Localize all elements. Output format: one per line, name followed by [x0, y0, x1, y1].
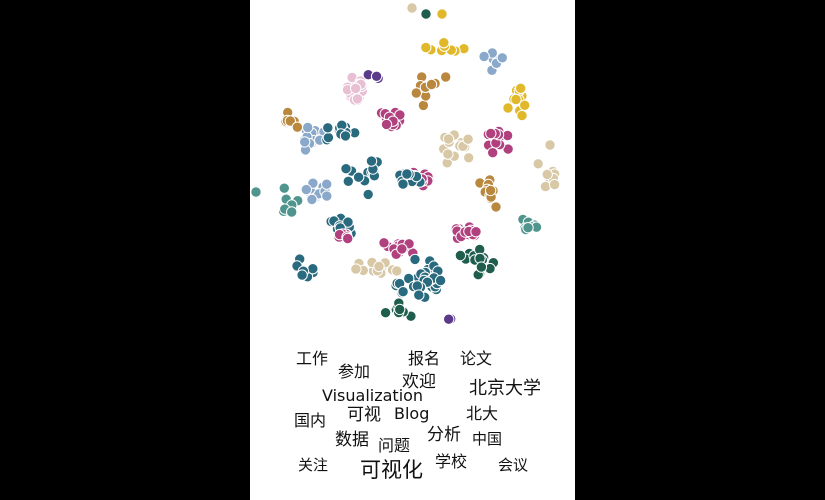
- scatter-point: [502, 102, 514, 114]
- word-baoming: 报名: [408, 349, 441, 368]
- scatter-point: [440, 71, 452, 83]
- scatter-point: [397, 286, 409, 298]
- word-wenti: 问题: [378, 436, 411, 455]
- scatter-point: [420, 8, 432, 20]
- scatter-point: [340, 163, 352, 175]
- scatter-point: [490, 201, 502, 213]
- scatter-point: [532, 158, 544, 170]
- word-xuexiao: 学校: [435, 452, 468, 471]
- scatter-point: [409, 253, 421, 266]
- word-huiyi: 会议: [498, 456, 529, 474]
- scatter-point: [306, 193, 318, 206]
- scatter-point: [378, 237, 390, 249]
- scatter-point: [391, 265, 403, 277]
- scatter-point: [394, 303, 406, 316]
- scatter-point: [516, 109, 528, 122]
- scatter-point: [396, 243, 408, 255]
- scatter-point: [510, 93, 522, 106]
- word-lunwen: 论文: [460, 349, 493, 368]
- word-guanzhu: 关注: [298, 456, 329, 474]
- scatter-point: [410, 87, 423, 99]
- scatter-point: [436, 8, 448, 20]
- visualization-panel: 工作 参加 报名 论文 欢迎 Visualization 北京大学 国内 可视 …: [250, 0, 575, 500]
- scatter-point: [300, 183, 312, 196]
- word-cloud: 工作 参加 报名 论文 欢迎 Visualization 北京大学 国内 可视 …: [250, 0, 575, 500]
- scatter-point: [397, 178, 409, 190]
- scatter-point: [296, 269, 308, 281]
- word-keshihua: 可视化: [360, 458, 423, 482]
- word-blog: Blog: [394, 404, 430, 423]
- scatter-point: [379, 307, 392, 319]
- scatter-point: [339, 130, 352, 142]
- scatter-point: [299, 136, 311, 148]
- word-canjia: 参加: [338, 362, 371, 381]
- scatter-point: [350, 263, 362, 275]
- scatter-point: [475, 261, 488, 273]
- scatter-point: [434, 274, 447, 287]
- scatter-point: [291, 121, 304, 133]
- word-beida: 北大: [466, 404, 499, 423]
- scatter-point: [462, 133, 474, 145]
- scatter-point: [478, 50, 490, 63]
- scatter-point: [380, 118, 393, 131]
- scatter-point: [463, 152, 475, 164]
- word-visualization: Visualization: [322, 386, 424, 405]
- scatter-plot: [250, 2, 561, 325]
- word-beijing-daxue: 北京大学: [469, 378, 541, 399]
- word-fenxi: 分析: [427, 425, 461, 445]
- word-zhongguo: 中国: [472, 430, 503, 448]
- scatter-point: [413, 289, 425, 301]
- scatter-point: [342, 216, 354, 228]
- scatter-point: [370, 70, 383, 83]
- scatter-point: [350, 82, 362, 95]
- scatter-point: [352, 171, 365, 183]
- scatter-point: [322, 122, 334, 134]
- scatter-point: [470, 226, 482, 238]
- scatter-point: [548, 178, 561, 191]
- word-gongzuo: 工作: [296, 349, 329, 368]
- scatter-point: [544, 139, 556, 151]
- scatter-point: [442, 133, 455, 145]
- word-shuju: 数据: [335, 430, 369, 450]
- scatter-point: [438, 37, 450, 49]
- word-keshi: 可视: [347, 405, 381, 425]
- scatter-point: [420, 41, 432, 54]
- scatter-point: [515, 82, 527, 95]
- scatter-point: [342, 232, 354, 245]
- scatter-point: [365, 155, 378, 167]
- scatter-point: [362, 188, 374, 201]
- scatter-point: [496, 52, 509, 64]
- scatter-point: [442, 148, 454, 160]
- scatter-point: [250, 186, 262, 198]
- word-guonei: 国内: [294, 411, 327, 430]
- scatter-point: [401, 168, 413, 180]
- scatter-point: [321, 190, 333, 202]
- scatter-point: [373, 260, 385, 273]
- scatter-point: [406, 2, 418, 14]
- scatter-point: [485, 127, 497, 140]
- scatter-point: [454, 249, 467, 262]
- scatter-point: [286, 206, 298, 218]
- scatter-point: [484, 184, 497, 197]
- scatter-point: [321, 178, 333, 190]
- word-huanying: 欢迎: [402, 372, 436, 392]
- scatter-point: [342, 175, 355, 188]
- scatter-point: [487, 147, 499, 159]
- scatter-point: [278, 182, 290, 194]
- scatter-point: [443, 313, 455, 325]
- scatter-point: [541, 168, 553, 181]
- scatter-point: [284, 115, 296, 127]
- scatter-point: [519, 99, 531, 112]
- scatter-point: [522, 222, 534, 234]
- scatter-point: [425, 78, 438, 91]
